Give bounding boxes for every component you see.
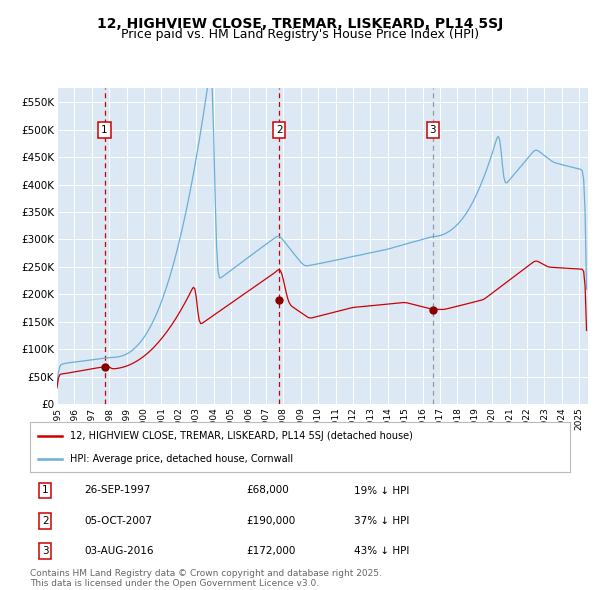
Text: 1: 1: [42, 486, 49, 496]
Text: 05-OCT-2007: 05-OCT-2007: [84, 516, 152, 526]
Text: £172,000: £172,000: [246, 546, 295, 556]
Text: 3: 3: [430, 124, 436, 135]
Text: Price paid vs. HM Land Registry's House Price Index (HPI): Price paid vs. HM Land Registry's House …: [121, 28, 479, 41]
Text: 2: 2: [276, 124, 283, 135]
Text: 2: 2: [42, 516, 49, 526]
Text: 12, HIGHVIEW CLOSE, TREMAR, LISKEARD, PL14 5SJ (detached house): 12, HIGHVIEW CLOSE, TREMAR, LISKEARD, PL…: [71, 431, 413, 441]
Text: 26-SEP-1997: 26-SEP-1997: [84, 486, 151, 496]
Text: 03-AUG-2016: 03-AUG-2016: [84, 546, 154, 556]
Text: HPI: Average price, detached house, Cornwall: HPI: Average price, detached house, Corn…: [71, 454, 293, 464]
Text: 12, HIGHVIEW CLOSE, TREMAR, LISKEARD, PL14 5SJ: 12, HIGHVIEW CLOSE, TREMAR, LISKEARD, PL…: [97, 17, 503, 31]
Text: Contains HM Land Registry data © Crown copyright and database right 2025.
This d: Contains HM Land Registry data © Crown c…: [30, 569, 382, 588]
Text: £68,000: £68,000: [246, 486, 289, 496]
Text: 19% ↓ HPI: 19% ↓ HPI: [354, 486, 409, 496]
Text: 1: 1: [101, 124, 108, 135]
Text: 3: 3: [42, 546, 49, 556]
Text: 37% ↓ HPI: 37% ↓ HPI: [354, 516, 409, 526]
Text: £190,000: £190,000: [246, 516, 295, 526]
Text: 43% ↓ HPI: 43% ↓ HPI: [354, 546, 409, 556]
